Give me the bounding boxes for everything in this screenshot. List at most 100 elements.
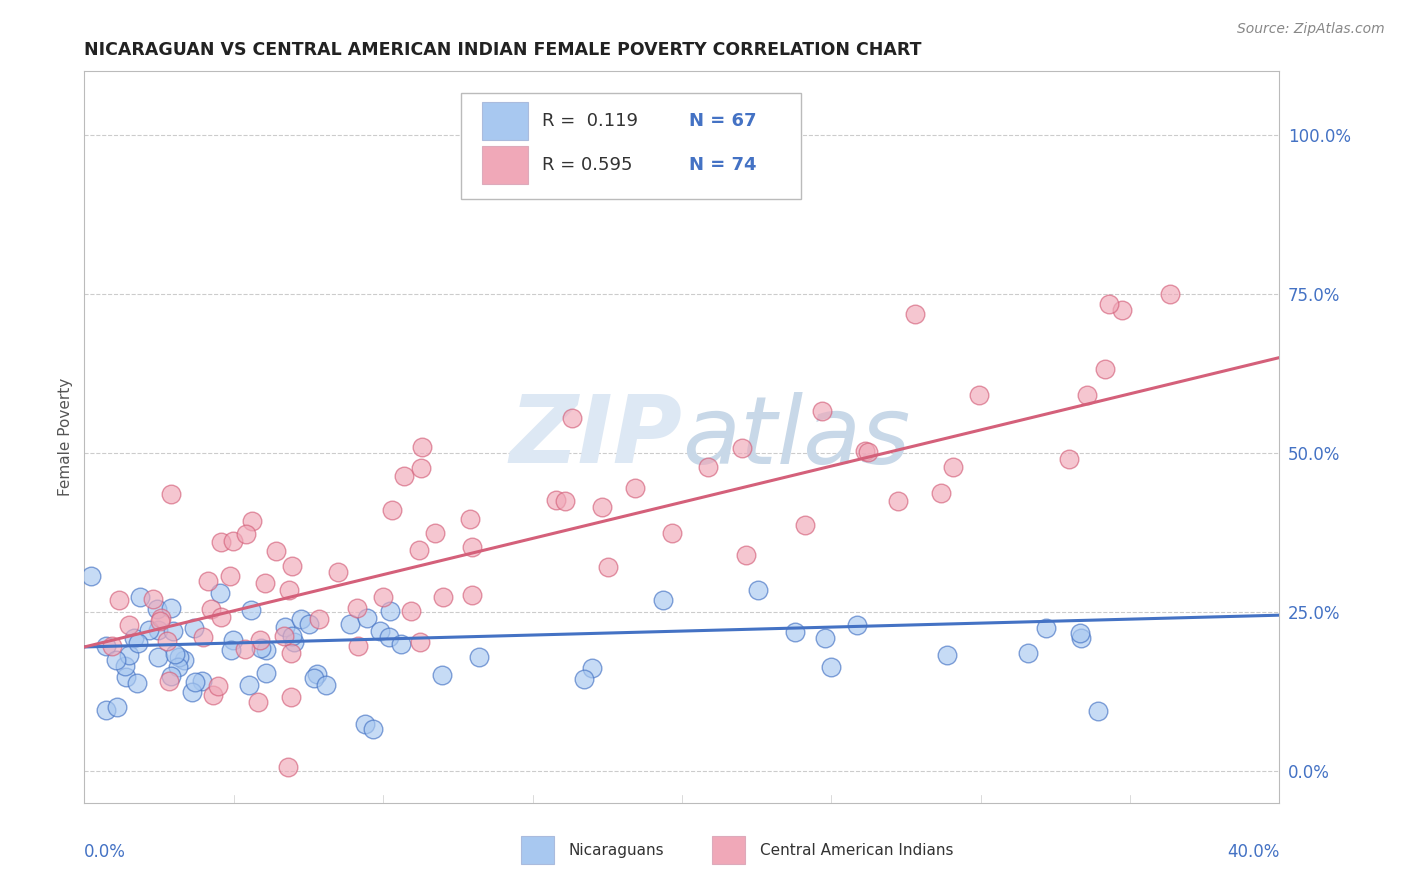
Point bbox=[853, 443, 876, 458]
Point bbox=[1076, 388, 1098, 402]
Point bbox=[967, 388, 990, 402]
Point bbox=[409, 635, 432, 649]
Point bbox=[157, 673, 180, 688]
Point bbox=[378, 604, 401, 618]
Point bbox=[118, 617, 141, 632]
Point bbox=[392, 469, 415, 483]
Text: R =  0.119: R = 0.119 bbox=[543, 112, 638, 130]
Point bbox=[233, 642, 256, 657]
Point bbox=[283, 635, 305, 649]
Point bbox=[572, 672, 595, 686]
Point bbox=[138, 623, 160, 637]
Point bbox=[423, 526, 446, 541]
Point bbox=[820, 660, 842, 674]
Text: 0.0%: 0.0% bbox=[84, 843, 127, 861]
Point bbox=[281, 629, 304, 643]
Point bbox=[160, 669, 183, 683]
FancyBboxPatch shape bbox=[482, 146, 527, 184]
Point bbox=[686, 156, 709, 170]
FancyBboxPatch shape bbox=[461, 94, 801, 200]
Point bbox=[219, 642, 242, 657]
Point bbox=[101, 639, 124, 653]
Point bbox=[1159, 287, 1181, 301]
Point bbox=[399, 604, 422, 618]
Point bbox=[122, 631, 145, 645]
Point bbox=[378, 630, 401, 644]
FancyBboxPatch shape bbox=[711, 837, 745, 864]
Point bbox=[180, 685, 202, 699]
Point bbox=[235, 526, 257, 541]
Point bbox=[149, 614, 172, 628]
Text: NICARAGUAN VS CENTRAL AMERICAN INDIAN FEMALE POVERTY CORRELATION CHART: NICARAGUAN VS CENTRAL AMERICAN INDIAN FE… bbox=[84, 41, 922, 59]
Point bbox=[346, 601, 368, 615]
FancyBboxPatch shape bbox=[520, 837, 554, 864]
Point bbox=[356, 610, 378, 624]
Point bbox=[411, 440, 433, 454]
Point bbox=[813, 631, 835, 645]
Point bbox=[544, 493, 567, 508]
Point bbox=[581, 661, 603, 675]
Point bbox=[264, 544, 287, 558]
Point bbox=[94, 703, 117, 717]
Point bbox=[201, 689, 224, 703]
Text: Source: ZipAtlas.com: Source: ZipAtlas.com bbox=[1237, 22, 1385, 37]
Point bbox=[747, 583, 769, 598]
Point bbox=[80, 569, 103, 583]
Point bbox=[298, 617, 321, 632]
Point bbox=[1059, 452, 1081, 467]
Point bbox=[118, 648, 141, 662]
Point bbox=[184, 674, 207, 689]
Point bbox=[127, 636, 149, 650]
Point bbox=[409, 460, 432, 475]
FancyBboxPatch shape bbox=[482, 102, 527, 140]
Point bbox=[162, 624, 184, 638]
Point bbox=[105, 700, 128, 714]
Point bbox=[280, 690, 302, 705]
Point bbox=[165, 647, 187, 661]
Point bbox=[561, 410, 583, 425]
Point bbox=[458, 512, 481, 526]
Point bbox=[308, 612, 330, 626]
Point bbox=[280, 646, 302, 660]
Point bbox=[159, 601, 181, 615]
Point bbox=[731, 441, 754, 455]
Point bbox=[903, 307, 925, 321]
Point bbox=[254, 665, 277, 680]
Point bbox=[1070, 631, 1092, 645]
Point bbox=[929, 486, 952, 500]
Point bbox=[160, 487, 183, 501]
Point bbox=[811, 404, 834, 418]
Point bbox=[209, 534, 232, 549]
Point bbox=[354, 717, 377, 731]
Point bbox=[468, 649, 491, 664]
Point bbox=[783, 625, 806, 640]
Point bbox=[624, 481, 647, 495]
Text: atlas: atlas bbox=[682, 392, 910, 483]
Point bbox=[129, 590, 152, 604]
Text: Nicaraguans: Nicaraguans bbox=[568, 843, 664, 858]
Point bbox=[735, 548, 758, 562]
Point bbox=[1098, 297, 1121, 311]
Point bbox=[1017, 646, 1039, 660]
Point bbox=[696, 460, 718, 475]
Point bbox=[96, 640, 118, 654]
Point bbox=[114, 659, 136, 673]
Text: N = 74: N = 74 bbox=[689, 156, 756, 174]
Point bbox=[209, 609, 232, 624]
Point bbox=[651, 593, 673, 607]
Point bbox=[167, 660, 190, 674]
Point bbox=[167, 649, 190, 664]
Point bbox=[1069, 625, 1091, 640]
Point bbox=[936, 648, 959, 662]
Y-axis label: Female Poverty: Female Poverty bbox=[58, 378, 73, 496]
Point bbox=[146, 649, 169, 664]
Point bbox=[339, 616, 361, 631]
Point bbox=[1087, 705, 1109, 719]
Point bbox=[346, 639, 368, 653]
Point bbox=[371, 590, 394, 604]
Point bbox=[273, 629, 295, 643]
Point bbox=[183, 621, 205, 635]
Point bbox=[363, 722, 385, 736]
Text: ZIP: ZIP bbox=[509, 391, 682, 483]
Point bbox=[156, 633, 179, 648]
